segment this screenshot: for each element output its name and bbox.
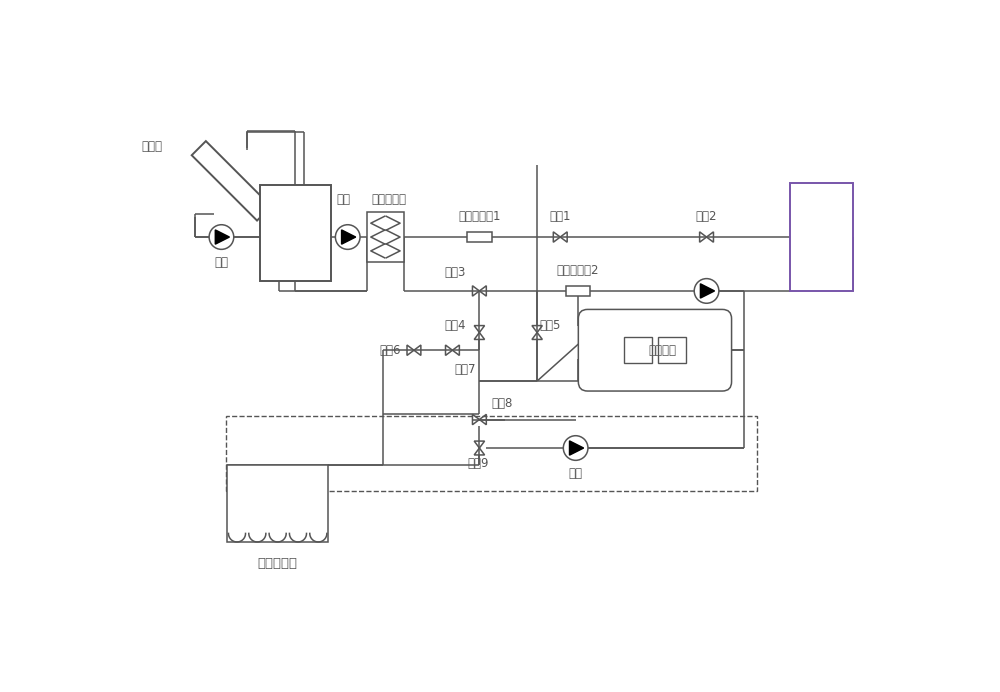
Text: 水泵: 水泵 <box>337 193 351 206</box>
Text: 闸阀8: 闸阀8 <box>491 397 512 410</box>
Polygon shape <box>215 230 229 244</box>
Text: 水泵: 水泵 <box>569 467 583 480</box>
Text: 水泵: 水泵 <box>214 256 228 269</box>
Text: 闸阀6: 闸阀6 <box>379 344 401 357</box>
FancyBboxPatch shape <box>578 309 732 391</box>
Text: 铁路站
场内供
暖系统: 铁路站 场内供 暖系统 <box>811 212 832 262</box>
Text: 闸阀3: 闸阀3 <box>444 266 466 279</box>
Polygon shape <box>700 284 715 298</box>
Bar <box>227 465 328 542</box>
Bar <box>624 337 652 363</box>
Text: 地源热泵: 地源热泵 <box>649 344 677 357</box>
Text: 闸阀2: 闸阀2 <box>696 210 717 224</box>
Bar <box>566 286 590 296</box>
Text: 闸阀5: 闸阀5 <box>539 320 561 332</box>
Text: 闸阀4: 闸阀4 <box>445 320 466 332</box>
Polygon shape <box>569 441 584 455</box>
Circle shape <box>694 279 719 303</box>
Text: 温度传感器1: 温度传感器1 <box>458 210 501 224</box>
Bar <box>226 416 757 491</box>
Circle shape <box>335 225 360 249</box>
Text: 闸阀1: 闸阀1 <box>549 210 571 224</box>
Bar <box>226 414 746 491</box>
Bar <box>467 232 492 242</box>
Text: 水泵: 水泵 <box>700 310 714 323</box>
Bar <box>367 212 404 262</box>
Text: 集热器: 集热器 <box>141 140 162 153</box>
Circle shape <box>563 436 588 460</box>
Polygon shape <box>342 230 356 244</box>
Text: 温度传感器2: 温度传感器2 <box>557 264 599 277</box>
Circle shape <box>209 225 234 249</box>
Text: 闸阀7: 闸阀7 <box>455 363 476 376</box>
Text: 闸阀9: 闸阀9 <box>467 457 489 471</box>
Bar <box>658 337 686 363</box>
Bar <box>260 185 331 281</box>
Text: 水箱: 水箱 <box>287 226 303 239</box>
Bar <box>790 183 853 291</box>
Text: 土壤换热器: 土壤换热器 <box>258 557 298 570</box>
Text: 板式换热器: 板式换热器 <box>372 193 407 206</box>
Polygon shape <box>192 141 271 221</box>
